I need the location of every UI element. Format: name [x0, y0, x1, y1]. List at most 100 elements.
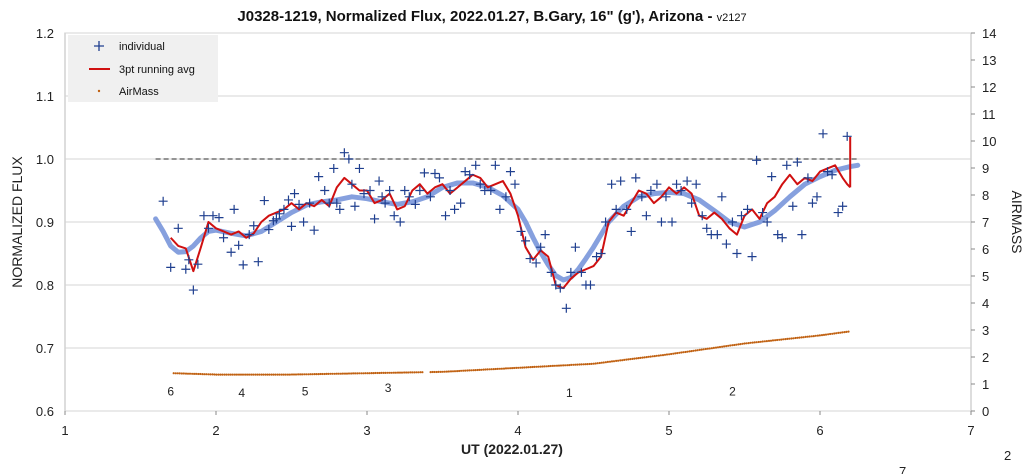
individual-point-109	[687, 198, 697, 208]
x-tick-label-5: 6	[816, 423, 823, 438]
airmass-point-245	[678, 351, 681, 354]
airmass-point-286	[761, 340, 764, 343]
y2-tick-label-5: 5	[982, 269, 989, 284]
airmass-point-60	[294, 373, 298, 376]
individual-point-22	[271, 214, 281, 224]
airmass-point-316	[822, 333, 826, 336]
individual-point-10	[214, 213, 224, 223]
airmass-point-146	[476, 368, 479, 372]
airmass-point-87	[350, 372, 353, 375]
airmass-point-89	[354, 372, 357, 375]
airmass-point-308	[806, 335, 809, 338]
airmass-point-111	[398, 371, 402, 374]
airmass-point-281	[751, 341, 754, 344]
airmass-point-244	[676, 352, 679, 355]
airmass-point-309	[808, 335, 811, 338]
individual-point-20	[264, 225, 274, 235]
airmass-point-260	[708, 347, 711, 350]
airmass-point-237	[661, 354, 665, 357]
airmass-point-283	[755, 341, 758, 344]
airmass-point-68	[311, 373, 314, 376]
individual-point-74	[510, 179, 520, 189]
airmass-point-228	[643, 356, 646, 359]
airmass-point-17	[207, 373, 210, 376]
airmass-point-10	[193, 372, 196, 375]
airmass-point-28	[229, 373, 232, 376]
airmass-point-282	[753, 341, 756, 344]
airmass-point-4	[180, 372, 183, 375]
airmass-point-99	[374, 371, 377, 375]
individual-point-105	[667, 217, 677, 227]
y-axis-ticks: 0.6 0.7 0.8 0.9 1.0 1.1 1.2	[36, 26, 54, 419]
airmass-point-206	[598, 361, 601, 365]
airmass-point-118	[413, 371, 416, 374]
airmass-point-296	[782, 338, 785, 341]
airmass-point-167	[519, 366, 522, 369]
airmass-point-94	[364, 372, 367, 375]
individual-point-111	[697, 211, 707, 221]
airmass-point-190	[566, 364, 569, 367]
individual-point-47	[377, 192, 387, 202]
airmass-point-280	[749, 341, 752, 344]
annotation-3: 3	[385, 381, 392, 395]
airmass-point-19	[211, 373, 214, 376]
individual-point-121	[747, 252, 757, 262]
airmass-point-73	[321, 372, 324, 376]
x-tick-label-0: 1	[61, 423, 68, 438]
airmass-point-193	[572, 363, 575, 366]
airmass-point-129	[441, 370, 444, 373]
y2-tick-label-13: 13	[982, 53, 996, 68]
airmass-point-41	[256, 373, 259, 376]
individual-point-86	[570, 242, 580, 252]
running-avg-series	[169, 136, 852, 290]
individual-point-98	[631, 173, 641, 183]
individual-point-58	[430, 168, 440, 178]
airmass-point-79	[333, 372, 336, 375]
individual-point-24	[279, 204, 289, 214]
airmass-point-288	[765, 340, 769, 343]
airmass-point-182	[549, 364, 552, 368]
airmass-point-119	[415, 371, 418, 374]
airmass-point-37	[248, 373, 251, 376]
airmass-point-170	[525, 366, 528, 369]
airmass-point-210	[606, 360, 610, 363]
airmass-point-241	[670, 352, 673, 356]
airmass-point-249	[686, 350, 689, 353]
airmass-point-203	[592, 362, 595, 365]
airmass-point-158	[500, 367, 503, 370]
individual-point-9	[208, 211, 218, 221]
airmass-point-90	[356, 372, 359, 375]
airmass-point-189	[564, 364, 567, 367]
airmass-point-128	[439, 370, 442, 373]
airmass-point-156	[496, 367, 499, 370]
y2-tick-label-12: 12	[982, 80, 996, 95]
individual-point-62	[450, 204, 460, 214]
airmass-point-122	[421, 371, 424, 374]
individual-point-115	[717, 192, 727, 202]
airmass-point-136	[456, 370, 459, 373]
y2-axis-label: AIRMASS	[1009, 190, 1025, 253]
individual-point-18	[253, 257, 263, 267]
airmass-point-297	[784, 338, 787, 341]
individual-point-42	[354, 163, 364, 173]
airmass-point-257	[702, 348, 705, 351]
individual-point-8	[203, 223, 213, 233]
airmass-point-174	[533, 365, 536, 368]
airmass-point-21	[215, 373, 218, 376]
individual-point-67	[475, 179, 485, 189]
airmass-point-162	[509, 367, 512, 370]
airmass-point-291	[771, 339, 775, 342]
individual-point-104	[661, 192, 671, 202]
airmass-point-315	[820, 334, 824, 337]
annotation-5: 5	[302, 384, 309, 398]
airmass-point-304	[798, 336, 801, 339]
individual-point-130	[792, 157, 802, 167]
airmass-point-298	[786, 337, 789, 340]
airmass-point-103	[382, 371, 385, 374]
individual-point-122	[752, 155, 762, 165]
airmass-point-82	[339, 372, 342, 375]
airmass-point-155	[494, 367, 497, 371]
legend: individual 3pt running avg AirMass	[68, 35, 218, 102]
individual-point-32	[314, 172, 324, 182]
airmass-point-239	[665, 353, 669, 356]
